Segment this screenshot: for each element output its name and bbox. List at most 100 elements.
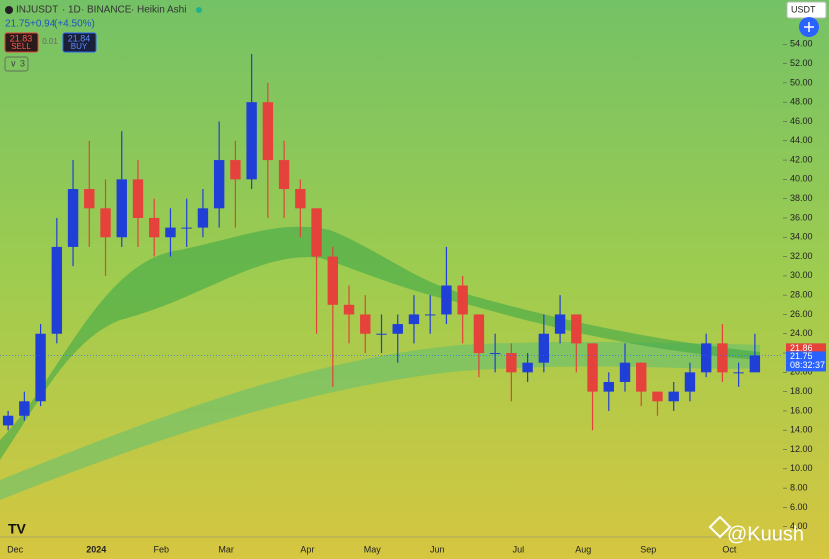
y-tick-label: 20.00 <box>790 367 813 377</box>
candle-body <box>700 343 712 373</box>
candle-body <box>100 208 111 238</box>
y-tick-label: 10.00 <box>790 463 813 473</box>
candle-body <box>35 333 46 402</box>
y-tick-label: 6.00 <box>790 502 808 512</box>
interval: 1D <box>68 5 81 16</box>
y-tick-label: 48.00 <box>790 97 813 107</box>
x-tick-label: Mar <box>218 544 234 554</box>
chart-style: Heikin Ashi <box>137 5 186 16</box>
candle-body <box>733 372 744 374</box>
y-tick-label: 18.00 <box>790 386 813 396</box>
candle-body <box>441 285 452 315</box>
candle-body <box>425 314 436 316</box>
y-tick-label: 36.00 <box>790 212 813 222</box>
y-tick-label: 42.00 <box>790 154 813 164</box>
candle-body <box>652 391 663 402</box>
sell-label[interactable]: SELL <box>11 42 31 51</box>
marker-price-tag <box>786 343 826 354</box>
currency[interactable]: USDT <box>791 4 816 14</box>
y-tick-label: 30.00 <box>790 270 813 280</box>
candle-body <box>213 160 225 209</box>
goto-icon[interactable] <box>804 22 814 32</box>
symbol: INJUSDT <box>16 5 58 16</box>
buy-price[interactable]: 21.84 <box>68 33 91 43</box>
toggle-chevron[interactable]: ∨ <box>10 58 17 68</box>
sell-button[interactable] <box>4 32 39 53</box>
candle-body <box>67 189 79 247</box>
candle-body <box>246 102 257 180</box>
candle-body <box>522 362 533 373</box>
indicators-count[interactable]: 3 <box>20 58 25 68</box>
buy-button[interactable] <box>62 32 97 53</box>
y-tick-label: 24.00 <box>790 328 813 338</box>
candle-body <box>587 343 598 392</box>
y-tick-label: 28.00 <box>790 290 813 300</box>
candle-body <box>84 189 95 209</box>
y-tick-label: 16.00 <box>790 405 813 415</box>
buy-label[interactable]: BUY <box>71 42 88 51</box>
ma-ribbon <box>0 226 760 460</box>
y-tick-label: 12.00 <box>790 444 813 454</box>
candle-body <box>603 381 614 392</box>
candle-body <box>457 285 468 315</box>
change: +0.94 <box>30 19 56 30</box>
candle-body <box>360 314 371 334</box>
x-tick-label: Jun <box>430 544 445 554</box>
y-tick-label: 46.00 <box>790 116 813 126</box>
separator: · <box>81 5 84 16</box>
x-tick-label: May <box>364 544 382 554</box>
candle-body <box>230 160 241 180</box>
change-pct: (+4.50%) <box>54 19 95 30</box>
sell-price[interactable]: 21.83 <box>10 33 33 43</box>
y-tick-label: 4.00 <box>790 521 808 531</box>
y-tick-label: 52.00 <box>790 58 813 68</box>
candle-body <box>311 208 322 257</box>
separator: · <box>62 5 65 16</box>
candle-body <box>408 314 420 325</box>
y-tick-label: 40.00 <box>790 174 813 184</box>
candle-body <box>295 189 306 209</box>
y-tick-label: 38.00 <box>790 193 813 203</box>
candle-body <box>343 304 355 315</box>
y-tick-label: 8.00 <box>790 482 808 492</box>
candle-body <box>165 227 176 238</box>
y-tick-label: 26.00 <box>790 309 813 319</box>
candle-body <box>327 256 338 305</box>
plot: 4.00 6.00 8.00 10.00 12.00 14.00 16.00 18.00 20.… <box>0 39 826 554</box>
candle-body <box>538 333 550 363</box>
x-tick-label: Oct <box>722 544 737 554</box>
x-tick-label: Apr <box>300 544 314 554</box>
candle-body <box>116 179 127 238</box>
exchange: BINANCE <box>87 5 132 16</box>
candle-body <box>473 314 485 354</box>
marker-price-label: 21.86 <box>790 343 813 353</box>
candle-body <box>392 324 403 334</box>
candle-body <box>571 314 582 344</box>
candle-body <box>149 217 160 238</box>
candle-body <box>684 372 696 392</box>
x-tick-label: 2024 <box>86 544 106 554</box>
watermark-icon <box>708 515 732 539</box>
x-tick-label: Feb <box>153 544 169 554</box>
candle-body <box>278 160 290 190</box>
y-tick-label: 54.00 <box>790 39 813 49</box>
candle-body <box>262 102 274 161</box>
x-tick-label: Dec <box>7 544 24 554</box>
logo: TV <box>8 521 27 537</box>
y-tick-label: 34.00 <box>790 232 813 242</box>
countdown: 08:32:37 <box>790 360 825 370</box>
watermark: @Kuush <box>727 523 804 545</box>
candle-body <box>636 362 647 392</box>
status-dot <box>196 7 202 13</box>
indicators-toggle[interactable] <box>4 56 29 72</box>
spread: 0.01 <box>42 37 58 46</box>
last-price-label: 21.75 <box>790 351 813 361</box>
candle-body <box>554 314 566 334</box>
y-tick-label: 44.00 <box>790 135 813 145</box>
candle-body <box>668 391 679 402</box>
symbol-icon <box>5 6 13 14</box>
candle-body <box>2 415 14 426</box>
y-tick-label: 14.00 <box>790 425 813 435</box>
